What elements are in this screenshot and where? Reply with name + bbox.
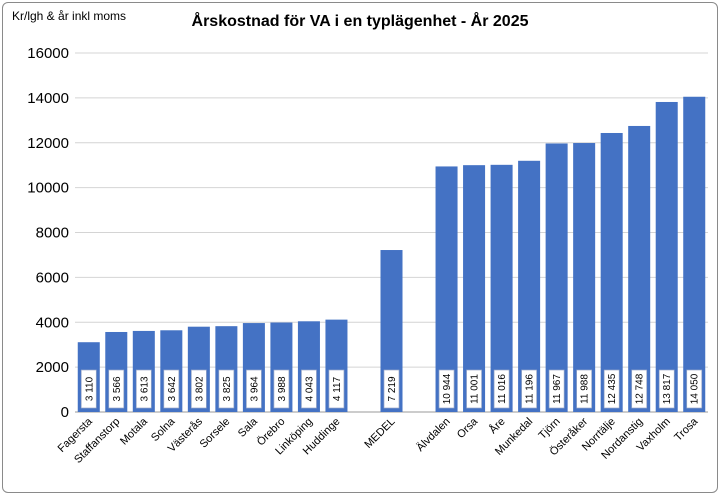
data-label: 11 967 <box>548 369 565 409</box>
y-tick-label: 14000 <box>27 90 69 107</box>
data-label: 3 110 <box>80 369 97 409</box>
data-label-box <box>163 369 180 409</box>
data-label-text: 3 825 <box>222 376 233 401</box>
data-label-box <box>521 369 537 409</box>
data-label-text: 3 802 <box>194 376 205 401</box>
data-label-text: 11 988 <box>580 374 591 404</box>
data-label: 11 016 <box>493 369 510 409</box>
data-label: 3 802 <box>190 369 207 409</box>
data-label-box <box>135 369 152 409</box>
data-label: 14 050 <box>686 369 703 409</box>
data-label: 3 566 <box>108 369 125 409</box>
data-label-text: 4 043 <box>304 376 315 401</box>
bar <box>518 160 541 412</box>
bar <box>655 101 678 412</box>
data-label-text: 3 613 <box>139 376 150 401</box>
data-label-box <box>631 369 648 409</box>
data-label-box <box>576 369 593 409</box>
data-label: 3 988 <box>273 369 290 409</box>
data-label-text: 7 219 <box>387 376 398 401</box>
bar <box>435 166 458 412</box>
x-tick-label: Trosa <box>672 415 701 444</box>
data-label: 11 196 <box>521 369 537 409</box>
y-tick-label: 0 <box>61 404 69 421</box>
data-label: 4 117 <box>328 369 345 409</box>
y-tick-label: 12000 <box>27 135 69 152</box>
data-label-box <box>548 369 565 409</box>
data-label: 3 825 <box>218 369 235 409</box>
x-tick-label: Älvdalen <box>414 416 452 454</box>
data-label-text: 12 748 <box>635 373 646 404</box>
x-tick-label: Åre <box>486 415 507 436</box>
data-label-box <box>273 369 290 409</box>
data-label-text: 12 435 <box>607 373 618 404</box>
data-label-box <box>658 369 675 409</box>
data-label: 3 964 <box>246 369 262 409</box>
data-label: 3 642 <box>163 369 180 409</box>
data-label: 11 988 <box>576 369 593 409</box>
data-label: 7 219 <box>383 369 400 409</box>
y-tick-label: 8000 <box>36 225 69 242</box>
y-tick-label: 6000 <box>36 269 69 286</box>
bar <box>545 143 568 413</box>
data-label: 3 613 <box>135 369 152 409</box>
bar <box>463 165 486 412</box>
data-label-text: 3 988 <box>277 376 288 401</box>
bar <box>600 132 623 412</box>
data-label: 11 001 <box>466 369 482 409</box>
chart-title: Årskostnad för VA i en typlägenhet - År … <box>192 11 529 30</box>
x-tick-label: Orsa <box>455 415 481 441</box>
data-label: 13 817 <box>658 369 675 409</box>
data-label-text: 3 964 <box>249 376 260 401</box>
data-label-box <box>686 369 703 409</box>
x-tick-label: Sala <box>236 415 261 440</box>
data-label-box <box>246 369 262 409</box>
data-label-box <box>190 369 207 409</box>
data-label-box <box>301 369 317 409</box>
bar <box>628 125 651 413</box>
bar <box>683 96 706 413</box>
data-labels: 3 110 3 566 3 613 3 642 3 802 3 825 3 964 3 988… <box>80 369 703 409</box>
data-label: 12 748 <box>631 369 648 409</box>
x-tick-label: MEDEL <box>362 416 397 451</box>
data-label-text: 3 566 <box>112 376 123 401</box>
data-label-text: 11 001 <box>470 374 481 404</box>
data-label-text: 4 117 <box>332 376 343 401</box>
data-label-box <box>438 369 455 409</box>
y-tick-label: 10000 <box>27 180 69 197</box>
y-tick-label: 4000 <box>36 314 69 331</box>
y-tick-label: 2000 <box>36 359 69 376</box>
data-label-text: 3 110 <box>84 376 95 401</box>
data-label-text: 11 196 <box>525 374 536 404</box>
data-label: 10 944 <box>438 369 455 409</box>
data-label-box <box>218 369 235 409</box>
bar <box>573 143 596 412</box>
data-label-box <box>466 369 482 409</box>
y-axis-ticks: 0 2000 4000 6000 8000 10000 12000 14000 16000 <box>27 45 69 421</box>
data-label-text: 14 050 <box>690 373 701 404</box>
x-tick-label: Sorsele <box>198 416 233 451</box>
bar <box>490 164 513 412</box>
data-label-text: 13 817 <box>662 373 673 404</box>
data-label-text: 10 944 <box>442 373 453 404</box>
y-tick-label: 16000 <box>27 45 69 62</box>
data-label-box <box>493 369 510 409</box>
bars <box>77 96 706 413</box>
y-axis-label: Kr/lgh & år inkl moms <box>12 9 126 23</box>
data-label-text: 11 967 <box>552 374 563 404</box>
data-label-box <box>80 369 97 409</box>
data-label-box <box>328 369 345 409</box>
data-label-box <box>383 369 400 409</box>
data-label: 4 043 <box>301 369 317 409</box>
data-label-text: 11 016 <box>497 374 508 404</box>
data-label-box <box>603 369 620 409</box>
x-tick-label: Motala <box>118 415 150 447</box>
data-label: 12 435 <box>603 369 620 409</box>
data-label-box <box>108 369 125 409</box>
data-label-text: 3 642 <box>167 376 178 401</box>
